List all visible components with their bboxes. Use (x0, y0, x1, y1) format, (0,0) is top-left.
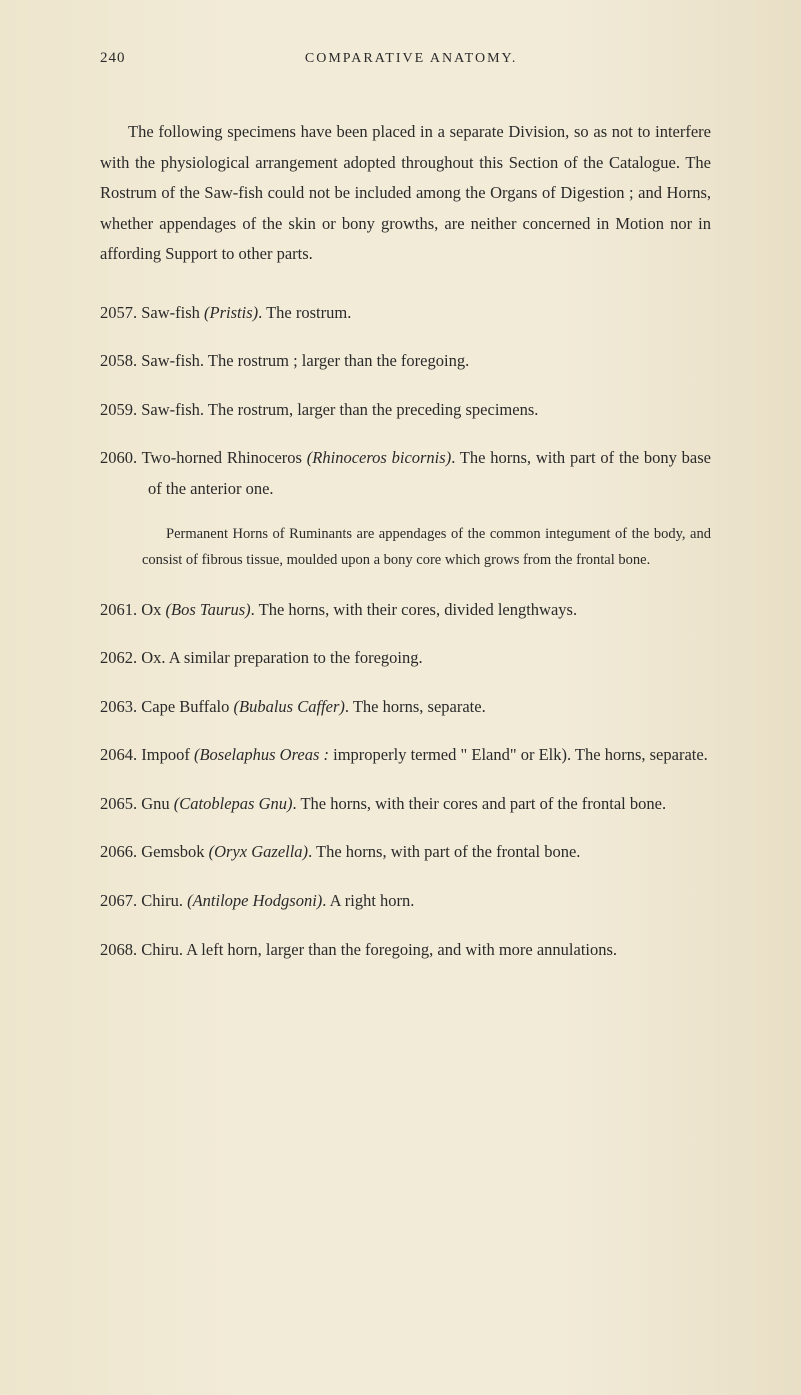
entry-2063: 2063. Cape Buffalo (Bubalus Caffer). The… (100, 692, 711, 723)
entry-latin: (Boselaphus Oreas : (194, 745, 329, 764)
entry-number: 2064. (100, 745, 137, 764)
entry-2064: 2064. Impoof (Boselaphus Oreas : imprope… (100, 740, 711, 771)
entry-text-pre: Chiru. A left horn, larger than the fore… (141, 940, 617, 959)
header-spacer (697, 50, 711, 67)
entry-text-pre: Saw-fish. The rostrum, larger than the p… (141, 400, 538, 419)
entry-text-post: . The rostrum. (258, 303, 351, 322)
entry-text-pre: Ox. A similar preparation to the foregoi… (141, 648, 422, 667)
entry-text-post: improperly termed " Eland" or Elk). The … (329, 745, 708, 764)
entry-2066: 2066. Gemsbok (Oryx Gazella). The horns,… (100, 837, 711, 868)
entry-number: 2063. (100, 697, 137, 716)
document-page: 240 COMPARATIVE ANATOMY. The following s… (0, 0, 801, 1395)
entry-latin: (Antilope Hodgsoni) (187, 891, 322, 910)
intro-paragraph: The following specimens have been placed… (100, 117, 711, 270)
entry-text-pre: Impoof (141, 745, 194, 764)
entry-latin: (Bos Taurus) (166, 600, 251, 619)
entry-text-pre: Ox (141, 600, 165, 619)
entry-2068: 2068. Chiru. A left horn, larger than th… (100, 935, 711, 966)
entry-text-post: . The horns, separate. (345, 697, 486, 716)
entry-2065: 2065. Gnu (Catoblepas Gnu). The horns, w… (100, 789, 711, 820)
entry-number: 2066. (100, 842, 137, 861)
entry-text-post: . The horns, with their cores, divided l… (251, 600, 577, 619)
page-number: 240 (100, 50, 126, 67)
entry-number: 2058. (100, 351, 137, 370)
entry-latin: (Oryx Gazella) (209, 842, 308, 861)
page-header: 240 COMPARATIVE ANATOMY. (100, 50, 711, 67)
entry-number: 2067. (100, 891, 137, 910)
entry-text-post: . The horns, with their cores and part o… (293, 794, 667, 813)
entry-number: 2060. (100, 448, 137, 467)
entry-number: 2059. (100, 400, 137, 419)
entry-2062: 2062. Ox. A similar preparation to the f… (100, 643, 711, 674)
entry-number: 2061. (100, 600, 137, 619)
note-paragraph: Permanent Horns of Ruminants are appenda… (100, 522, 711, 573)
entry-text-pre: Two-horned Rhinoceros (142, 448, 307, 467)
entry-text-pre: Cape Buffalo (141, 697, 233, 716)
entry-2059: 2059. Saw-fish. The rostrum, larger than… (100, 395, 711, 426)
entry-latin: (Pristis) (204, 303, 258, 322)
running-title: COMPARATIVE ANATOMY. (305, 51, 517, 67)
entry-text-pre: Saw-fish (141, 303, 204, 322)
entry-2058: 2058. Saw-fish. The rostrum ; larger tha… (100, 346, 711, 377)
entry-text-pre: Chiru. (141, 891, 187, 910)
entry-2060: 2060. Two-horned Rhinoceros (Rhinoceros … (100, 443, 711, 504)
entry-number: 2062. (100, 648, 137, 667)
entry-text-post: . The horns, with part of the frontal bo… (308, 842, 580, 861)
entry-text-post: . A right horn. (322, 891, 414, 910)
entry-2067: 2067. Chiru. (Antilope Hodgsoni). A righ… (100, 886, 711, 917)
entry-text-pre: Gnu (141, 794, 174, 813)
entry-latin: (Bubalus Caffer) (234, 697, 345, 716)
entry-number: 2065. (100, 794, 137, 813)
entry-number: 2057. (100, 303, 137, 322)
entry-2061: 2061. Ox (Bos Taurus). The horns, with t… (100, 595, 711, 626)
entry-text-pre: Gemsbok (141, 842, 208, 861)
entry-text-pre: Saw-fish. The rostrum ; larger than the … (141, 351, 469, 370)
entry-latin: (Rhinoceros bicornis) (307, 448, 451, 467)
entry-latin: (Catoblepas Gnu) (174, 794, 293, 813)
entry-number: 2068. (100, 940, 137, 959)
entry-2057: 2057. Saw-fish (Pristis). The rostrum. (100, 298, 711, 329)
